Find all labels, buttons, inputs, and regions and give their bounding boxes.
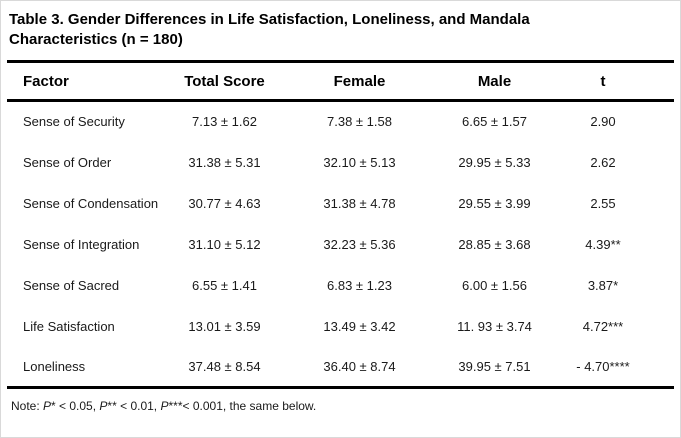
female-cell: 32.23 ± 5.36 — [323, 236, 396, 252]
note-p-symbol: P — [160, 399, 169, 413]
female-cell: 7.38 ± 1.58 — [327, 114, 392, 130]
t-value-cell: 4.39** — [585, 236, 621, 252]
t-value-cell: 4.72*** — [582, 318, 624, 334]
t-value-cell: 2.62 — [590, 154, 616, 170]
male-cell: 11. 93 ± 3.74 — [457, 318, 532, 334]
t-value-cell: 2.55 — [590, 195, 616, 211]
t-value-cell: 2.90 — [590, 114, 616, 130]
male-cell: 29.95 ± 5.33 — [458, 154, 531, 170]
female-cell: 36.40 ± 8.74 — [323, 358, 396, 374]
note-text: ***< 0.001, the same below. — [168, 399, 317, 413]
factor-cell: Sense of Condensation — [23, 195, 159, 211]
male-cell: 28.85 ± 3.68 — [458, 236, 531, 252]
total-score-cell: 37.48 ± 8.54 — [188, 358, 261, 374]
total-score-cell: 31.38 ± 5.31 — [188, 154, 261, 170]
note-text: ** < 0.01, — [107, 399, 161, 413]
t-value-cell: 3.87* — [587, 277, 619, 293]
female-cell: 31.38 ± 4.78 — [323, 195, 396, 211]
column-header-factor: Factor — [7, 61, 157, 102]
total-score-cell: 13.01 ± 3.59 — [188, 318, 261, 334]
total-score-cell: 31.10 ± 5.12 — [188, 236, 261, 252]
gender-differences-table: Factor Total Score Female Male t Sense o… — [7, 60, 674, 389]
male-cell: 6.65 ± 1.57 — [462, 114, 527, 130]
t-value-cell: - 4.70**** — [576, 358, 630, 374]
column-header-total-score: Total Score — [157, 61, 292, 102]
table-row: Sense of Integration 31.10 ± 5.12 32.23 … — [7, 224, 674, 265]
table-title-line1: Table 3. Gender Differences in Life Sati… — [9, 11, 530, 28]
male-cell: 6.00 ± 1.56 — [462, 277, 527, 293]
note-p-symbol: P — [99, 399, 108, 413]
table-title-line2: Characteristics (n = 180) — [9, 30, 183, 48]
female-cell: 6.83 ± 1.23 — [327, 277, 392, 293]
table-row: Sense of Condensation 30.77 ± 4.63 31.38… — [7, 183, 674, 224]
note-p-symbol: P — [43, 399, 52, 413]
table-row: Sense of Order 31.38 ± 5.31 32.10 ± 5.13… — [7, 142, 674, 183]
column-header-male: Male — [427, 61, 562, 102]
table-header-row: Factor Total Score Female Male t — [7, 61, 674, 102]
factor-cell: Loneliness — [23, 358, 86, 374]
female-cell: 13.49 ± 3.42 — [323, 318, 396, 334]
table-row: Loneliness 37.48 ± 8.54 36.40 ± 8.74 39.… — [7, 347, 674, 388]
factor-cell: Life Satisfaction — [23, 318, 115, 334]
table-footnote: Note: P* < 0.05, P** < 0.01, P***< 0.001… — [11, 399, 680, 413]
total-score-cell: 6.55 ± 1.41 — [192, 277, 257, 293]
table-row: Sense of Security 7.13 ± 1.62 7.38 ± 1.5… — [7, 101, 674, 142]
factor-cell: Sense of Security — [23, 114, 125, 130]
note-text: Note: — [11, 399, 44, 413]
total-score-cell: 30.77 ± 4.63 — [188, 195, 261, 211]
column-header-t: t — [562, 61, 674, 102]
column-header-female: Female — [292, 61, 427, 102]
table-title: Table 3. Gender Differences in Life Sati… — [1, 1, 680, 49]
total-score-cell: 7.13 ± 1.62 — [192, 114, 257, 130]
male-cell: 39.95 ± 7.51 — [458, 358, 531, 374]
factor-cell: Sense of Order — [23, 154, 112, 170]
factor-cell: Sense of Integration — [23, 236, 140, 252]
female-cell: 32.10 ± 5.13 — [323, 154, 396, 170]
factor-cell: Sense of Sacred — [23, 277, 120, 293]
table-row: Life Satisfaction 13.01 ± 3.59 13.49 ± 3… — [7, 306, 674, 347]
note-text: * < 0.05, — [51, 399, 100, 413]
male-cell: 29.55 ± 3.99 — [458, 195, 531, 211]
table-row: Sense of Sacred 6.55 ± 1.41 6.83 ± 1.23 … — [7, 265, 674, 306]
